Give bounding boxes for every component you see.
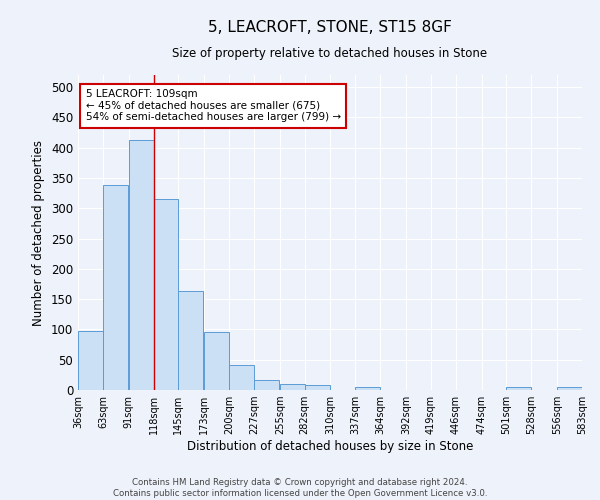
Bar [229, 364, 254, 390]
Bar [78, 331, 103, 390]
Bar [254, 380, 279, 390]
Bar [128, 140, 154, 390]
Text: 5, LEACROFT, STONE, ST15 8GF: 5, LEACROFT, STONE, ST15 8GF [208, 20, 452, 35]
Text: Contains HM Land Registry data © Crown copyright and database right 2024.
Contai: Contains HM Land Registry data © Crown c… [113, 478, 487, 498]
Bar [204, 332, 229, 390]
Bar [154, 199, 178, 390]
Text: 5 LEACROFT: 109sqm
← 45% of detached houses are smaller (675)
54% of semi-detach: 5 LEACROFT: 109sqm ← 45% of detached hou… [86, 89, 341, 122]
Bar [103, 185, 128, 390]
Bar [305, 385, 329, 390]
Bar [355, 387, 380, 390]
Text: Size of property relative to detached houses in Stone: Size of property relative to detached ho… [172, 48, 488, 60]
Bar [178, 292, 203, 390]
X-axis label: Distribution of detached houses by size in Stone: Distribution of detached houses by size … [187, 440, 473, 453]
Bar [506, 387, 532, 390]
Bar [280, 384, 305, 390]
Y-axis label: Number of detached properties: Number of detached properties [32, 140, 46, 326]
Bar [557, 387, 582, 390]
